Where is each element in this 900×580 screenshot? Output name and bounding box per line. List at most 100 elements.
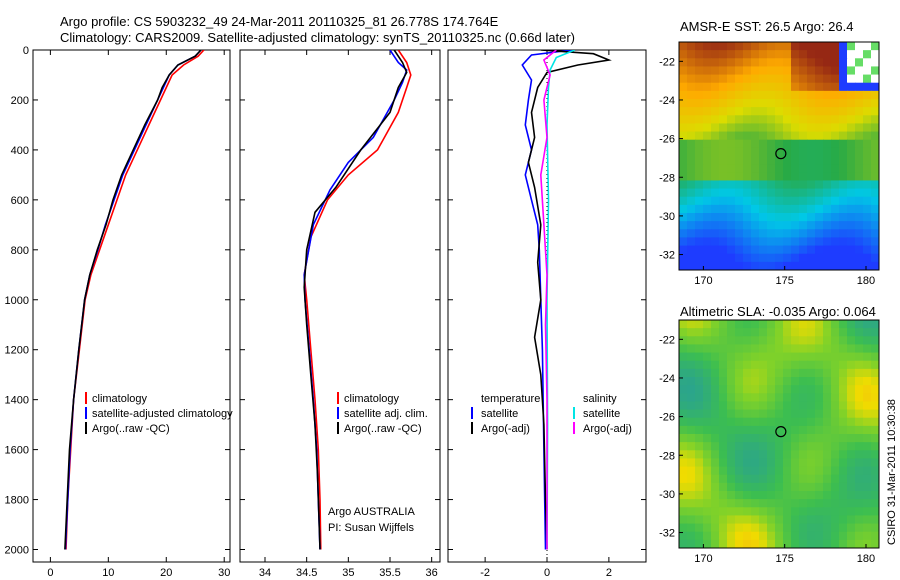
heatmap-cell (831, 450, 840, 460)
heatmap-cell (679, 90, 688, 100)
heatmap-cell (815, 434, 824, 443)
heatmap-cell (735, 539, 744, 548)
heatmap-cell (735, 90, 744, 100)
heatmap-cell (783, 245, 792, 255)
heatmap-cell (847, 401, 856, 411)
heatmap-cell (783, 442, 792, 451)
heatmap-cell (679, 42, 688, 51)
heatmap-cell (711, 320, 720, 329)
heatmap-cell (775, 474, 784, 484)
heatmap-cell (679, 123, 688, 133)
heatmap-cell (695, 131, 704, 141)
heatmap-cell (775, 221, 784, 230)
heatmap-cell (711, 139, 720, 149)
heatmap-cell (687, 417, 696, 427)
heatmap-cell (759, 352, 768, 362)
heatmap-cell (823, 99, 832, 108)
heatmap-cell (839, 409, 848, 419)
heatmap-cell (831, 393, 840, 403)
heatmap-cell (855, 377, 864, 386)
heatmap-cell (799, 58, 808, 68)
heatmap-cell (735, 180, 744, 190)
heatmap-cell (703, 164, 712, 173)
heatmap-cell (719, 123, 728, 133)
heatmap-cell (831, 82, 840, 92)
heatmap-cell (871, 401, 879, 411)
heatmap-cell (839, 368, 848, 378)
heatmap-cell (871, 474, 879, 484)
heatmap-cell (791, 352, 800, 362)
heatmap-cell (783, 458, 792, 468)
heatmap-cell (783, 90, 792, 100)
heatmap-cell (799, 417, 808, 427)
heatmap-cell (735, 360, 744, 370)
heatmap-cell (839, 58, 848, 68)
heatmap-cell (719, 66, 728, 76)
heatmap-cell (815, 539, 824, 548)
heatmap-cell (863, 434, 872, 443)
heatmap-cell (791, 261, 800, 270)
heatmap-cell (791, 377, 800, 386)
heatmap-cell (823, 221, 832, 230)
heatmap-cell (807, 139, 816, 149)
heatmap-cell (703, 213, 712, 222)
heatmap-cell (751, 261, 760, 270)
heatmap-cell (799, 450, 808, 460)
heatmap-cell (695, 82, 704, 92)
heatmap-cell (839, 336, 848, 346)
heatmap-cell (727, 336, 736, 346)
heatmap-cell (711, 229, 720, 239)
heatmap-cell (687, 50, 696, 59)
heatmap-cell (703, 66, 712, 76)
heatmap-cell (871, 164, 879, 173)
heatmap-cell (815, 491, 824, 500)
heatmap-cell (815, 417, 824, 427)
heatmap-cell (703, 221, 712, 230)
heatmap-cell (711, 164, 720, 173)
heatmap-cell (831, 442, 840, 451)
heatmap-cell (815, 66, 824, 76)
heatmap-cell (775, 320, 784, 329)
heatmap-cell (695, 385, 704, 394)
heatmap-cell (735, 507, 744, 517)
heatmap-cell (775, 360, 784, 370)
heatmap-cell (783, 531, 792, 541)
heatmap-cell (727, 401, 736, 411)
heatmap-cell (799, 368, 808, 378)
heatmap-cell (783, 401, 792, 411)
heatmap-cell (807, 352, 816, 362)
x-tick-label: 180 (857, 275, 875, 287)
heatmap-cell (687, 164, 696, 173)
heatmap-cell (791, 245, 800, 255)
heatmap-cell (855, 188, 864, 198)
heatmap-cell (775, 482, 784, 492)
heatmap-cell (791, 368, 800, 378)
heatmap-cell (839, 393, 848, 403)
heatmap-cell (735, 213, 744, 222)
heatmap-cell (863, 50, 872, 59)
heatmap-cell (799, 442, 808, 451)
heatmap-cell (751, 253, 760, 263)
heatmap-cell (703, 417, 712, 427)
heatmap-cell (871, 107, 879, 116)
heatmap-cell (767, 507, 776, 517)
heatmap-cell (855, 523, 864, 533)
heatmap-cell (767, 531, 776, 541)
heatmap-cell (799, 474, 808, 484)
heatmap-cell (767, 229, 776, 239)
heatmap-cell (775, 450, 784, 460)
heatmap-cell (751, 401, 760, 411)
heatmap-cell (775, 442, 784, 451)
heatmap-cell (775, 172, 784, 182)
heatmap-cell (791, 107, 800, 116)
heatmap-cell (767, 474, 776, 484)
heatmap-cell (679, 523, 688, 533)
heatmap-cell (735, 74, 744, 84)
heatmap-cell (871, 328, 879, 337)
heatmap-cell (855, 66, 864, 76)
heatmap-cell (711, 482, 720, 492)
heatmap-cell (815, 523, 824, 533)
heatmap-cell (751, 139, 760, 149)
heatmap-cell (679, 377, 688, 386)
